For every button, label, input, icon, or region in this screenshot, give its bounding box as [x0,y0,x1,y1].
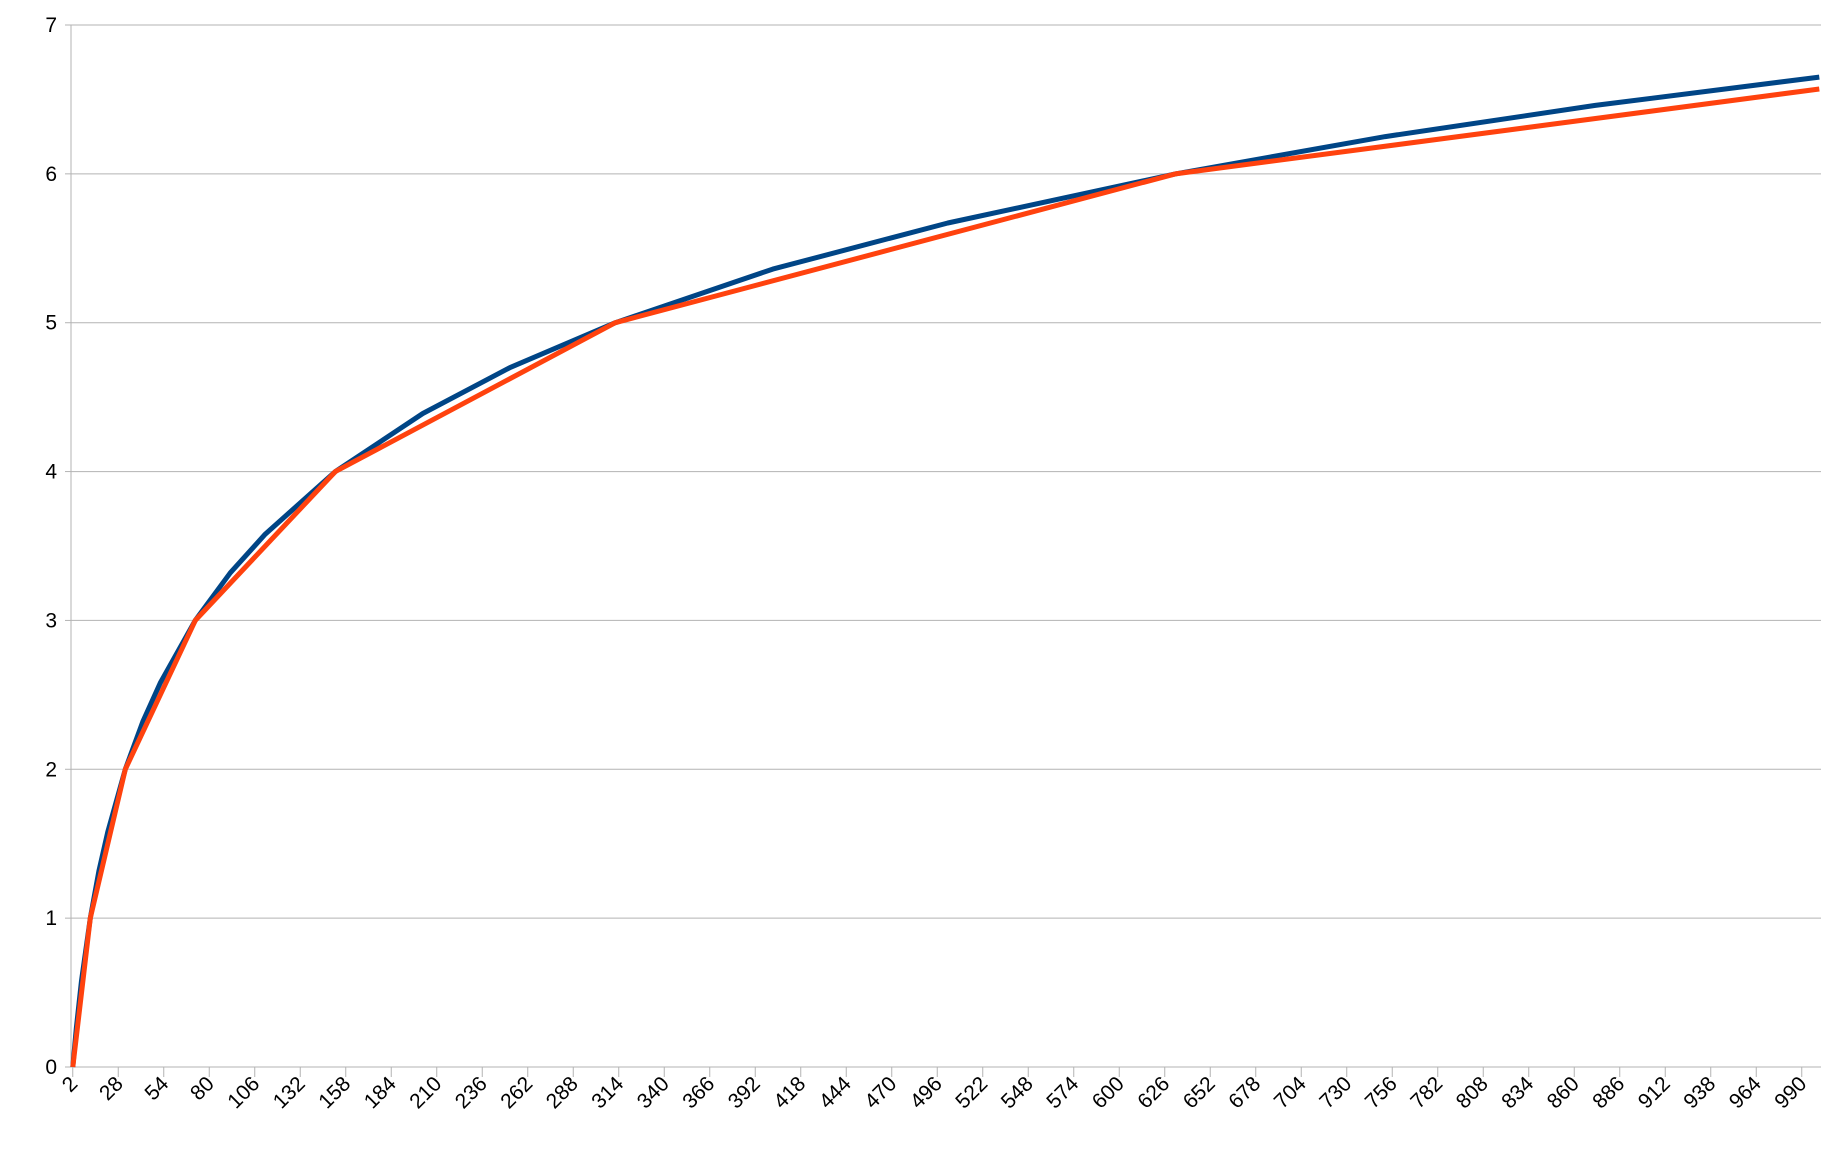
x-tick-label: 600 [1088,1072,1129,1113]
x-tick-label: 782 [1406,1072,1447,1113]
x-tick-label: 418 [769,1072,810,1113]
x-tick-label: 184 [360,1072,401,1113]
x-tick-label: 314 [587,1072,628,1113]
x-tick-label: 886 [1588,1072,1629,1113]
x-tick-label: 210 [405,1072,446,1113]
x-tick-label: 262 [496,1072,537,1113]
y-tick-label: 3 [45,609,57,632]
x-tick-label: 626 [1133,1072,1174,1113]
y-tick-label: 5 [45,312,57,335]
y-tick-label: 6 [45,163,57,186]
y-tick-label: 4 [45,461,57,484]
x-tick-label: 990 [1770,1072,1811,1113]
x-tick-label: 912 [1634,1072,1675,1113]
x-tick-label: 158 [314,1072,355,1113]
x-tick-label: 288 [542,1072,583,1113]
x-tick-label: 132 [269,1072,310,1113]
x-tick-label: 236 [451,1072,492,1113]
x-tick-label: 470 [860,1072,901,1113]
x-tick-label: 340 [633,1072,674,1113]
x-tick-label: 2 [58,1072,83,1097]
y-tick-label: 0 [45,1056,57,1079]
x-tick-label: 444 [815,1072,856,1113]
x-tick-label: 54 [141,1072,174,1105]
x-tick-label: 652 [1179,1072,1220,1113]
x-tick-label: 756 [1361,1072,1402,1113]
x-tick-label: 834 [1497,1072,1538,1113]
x-tick-label: 964 [1725,1072,1766,1113]
y-tick-label: 1 [45,907,57,930]
x-tick-label: 366 [678,1072,719,1113]
x-tick-label: 860 [1543,1072,1584,1113]
x-tick-label: 938 [1679,1072,1720,1113]
x-tick-label: 28 [95,1072,128,1105]
x-tick-label: 522 [951,1072,992,1113]
x-tick-label: 730 [1315,1072,1356,1113]
x-tick-label: 704 [1270,1072,1311,1113]
x-tick-label: 496 [906,1072,947,1113]
y-tick-label: 7 [45,14,57,37]
x-tick-label: 548 [997,1072,1038,1113]
x-tick-label: 392 [724,1072,765,1113]
x-tick-label: 106 [223,1072,264,1113]
series-line [70,86,1820,1068]
y-tick-label: 2 [45,758,57,781]
x-tick-label: 808 [1452,1072,1493,1113]
x-tick-label: 80 [186,1072,219,1105]
x-tick-label: 574 [1042,1072,1083,1113]
x-tick-label: 678 [1224,1072,1265,1113]
